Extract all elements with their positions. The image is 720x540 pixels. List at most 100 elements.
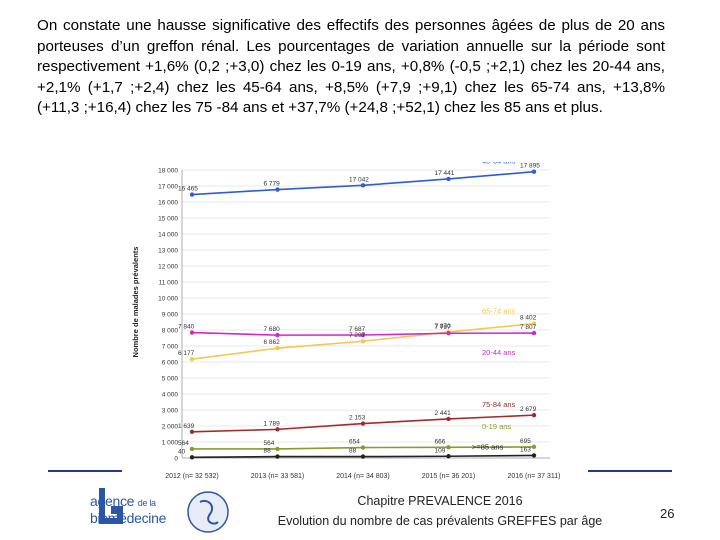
data-point xyxy=(189,330,195,335)
data-point xyxy=(446,331,451,336)
data-label: 8 402 xyxy=(520,315,537,322)
data-point xyxy=(531,169,537,174)
x-tick-label: 2014 (n= 34 803) xyxy=(336,473,390,480)
left-footer-rule xyxy=(48,470,122,472)
data-point xyxy=(275,346,280,351)
data-point xyxy=(446,416,451,422)
y-tick-label: 1 000 xyxy=(162,440,179,447)
data-label: 666 xyxy=(435,438,446,445)
data-label: 17 042 xyxy=(349,176,369,183)
data-point xyxy=(189,356,195,362)
page-number: 26 xyxy=(660,506,675,521)
data-point xyxy=(189,446,195,452)
x-tick-label: 2015 (n= 36 201) xyxy=(422,473,476,480)
data-label: 564 xyxy=(178,440,189,447)
data-label: 7 840 xyxy=(178,324,195,331)
series-name-label: 65-74 ans xyxy=(482,307,516,316)
y-axis-label: Nombre de malades prévalents xyxy=(131,247,140,358)
y-tick-label: 6 000 xyxy=(162,360,179,367)
y-tick-label: 2 000 xyxy=(162,424,179,431)
y-tick-label: 7 000 xyxy=(162,344,179,351)
data-point xyxy=(275,427,280,432)
series-name-label: 75-84 ans xyxy=(482,400,516,409)
y-tick-label: 10 000 xyxy=(158,296,178,303)
data-label: 7 870 xyxy=(435,323,452,330)
data-point xyxy=(360,332,366,338)
y-tick-label: 5 000 xyxy=(162,376,179,383)
data-label: 1 789 xyxy=(264,420,281,427)
footer-subtitle: Evolution du nombre de cas prévalents GR… xyxy=(277,514,603,528)
data-label: 88 xyxy=(349,448,357,455)
y-tick-label: 13 000 xyxy=(158,248,178,255)
y-tick-label: 14 000 xyxy=(158,232,178,239)
x-tick-label: 2016 (n= 37 311) xyxy=(508,473,561,480)
data-label: 17 895 xyxy=(520,163,540,170)
y-tick-label: 8 000 xyxy=(162,328,179,335)
y-tick-label: 0 xyxy=(174,456,178,463)
y-tick-label: 4 000 xyxy=(162,392,179,399)
data-point xyxy=(360,421,366,426)
data-label: 109 xyxy=(435,447,446,454)
x-tick-label: 2013 (n= 33 581) xyxy=(251,473,305,480)
data-label: 6 862 xyxy=(264,339,281,346)
data-label: 1 639 xyxy=(178,423,195,430)
data-point xyxy=(360,339,366,344)
data-label: 6 779 xyxy=(264,181,281,188)
data-label: 654 xyxy=(349,439,360,446)
data-point xyxy=(360,445,366,450)
data-point xyxy=(446,176,451,182)
data-label: 7 807 xyxy=(520,324,537,331)
data-point xyxy=(531,444,537,450)
y-tick-label: 17 000 xyxy=(158,184,178,191)
data-point xyxy=(275,454,280,459)
data-label: 6 177 xyxy=(178,350,195,357)
prevalence-line-chart: Nombre de malades prévalents 0 1 000 2 000… xyxy=(131,162,561,480)
y-tick-label: 3 000 xyxy=(162,408,179,415)
data-label: 16 465 xyxy=(178,186,198,193)
data-label: 2 679 xyxy=(520,406,537,413)
data-point xyxy=(531,330,537,336)
data-point xyxy=(446,454,451,459)
data-point xyxy=(531,321,537,326)
data-point xyxy=(189,192,195,197)
data-point xyxy=(189,455,195,460)
agence-biomedecine-logo xyxy=(99,488,123,524)
data-point xyxy=(275,332,280,338)
y-tick-label: 18 000 xyxy=(158,168,178,175)
series-name-label: 20-44 ans xyxy=(482,348,516,357)
y-tick-label: 15 000 xyxy=(158,216,178,223)
data-label: 564 xyxy=(264,440,275,447)
data-label: 7 297 xyxy=(349,332,366,339)
data-point xyxy=(360,454,366,459)
data-label: 2 441 xyxy=(435,410,452,417)
data-label: 7 687 xyxy=(349,326,366,333)
data-label: 695 xyxy=(520,438,531,445)
data-point xyxy=(531,453,537,458)
body-paragraph: On constate une hausse significative des… xyxy=(37,17,665,116)
data-label: 163 xyxy=(520,446,531,453)
series-name-label: 0-19 ans xyxy=(482,422,511,431)
y-tick-label: 16 000 xyxy=(158,200,178,207)
data-label: 40 xyxy=(178,448,186,455)
data-label: 7 680 xyxy=(264,326,281,333)
x-tick-label: 2012 (n= 32 532) xyxy=(165,473,219,480)
footer-chapter: Chapitre PREVALENCE 2016 xyxy=(357,494,523,508)
data-label: 7 797 xyxy=(435,324,452,331)
logo-text-line2: biomédecine xyxy=(90,510,167,526)
data-label: 17 441 xyxy=(435,170,455,177)
data-point xyxy=(360,183,366,188)
series-name-label: >=85 ans xyxy=(472,442,504,451)
data-label: 88 xyxy=(264,448,272,455)
data-label: 2 153 xyxy=(349,415,366,422)
y-tick-label: 11 000 xyxy=(159,280,179,287)
data-point xyxy=(446,445,451,450)
data-point xyxy=(275,446,280,452)
data-point xyxy=(275,187,280,192)
right-footer-rule xyxy=(588,470,672,472)
footer-emblem-icon xyxy=(187,491,229,533)
y-tick-label: 9 000 xyxy=(162,312,179,319)
y-tick-label: 12 000 xyxy=(158,264,178,271)
data-point xyxy=(531,412,537,418)
series-name-label: 45-64 ans xyxy=(482,162,516,166)
data-point xyxy=(189,429,195,434)
